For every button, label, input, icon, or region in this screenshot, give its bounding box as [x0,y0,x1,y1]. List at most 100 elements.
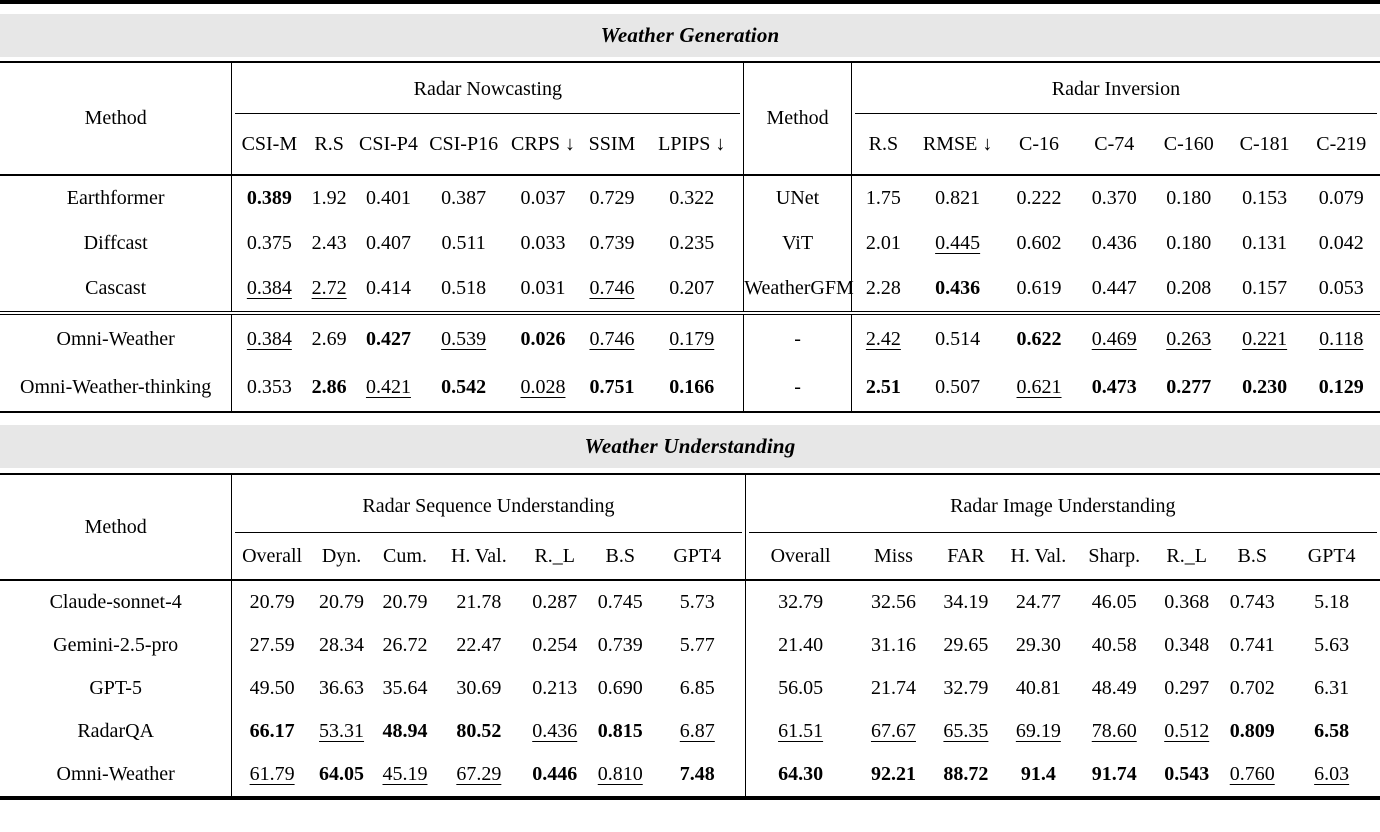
metric-cell: 0.543 [1164,763,1210,785]
metric-cell: 0.473 [1091,375,1137,398]
metric-cell: 0.387 [441,187,487,209]
metric-cell: 91.4 [1020,763,1056,785]
metric-cell: 7.48 [679,763,715,785]
column-header: RMSE ↓ [922,132,993,155]
metric-cell: 61.79 [231,753,312,796]
column-header: C-160 [1163,132,1214,155]
metric-cell: 20.79 [382,591,428,613]
metric-cell: 0.026 [520,327,566,350]
table-row: Gemini-2.5-pro 27.59 28.34 26.72 22.47 0.254 0… [0,624,1380,667]
metric-cell: 29.30 [1015,634,1061,656]
metric-cell: 32.56 [870,591,916,613]
table-row: Overall Dyn. Cum. H. Val. R._L B.S GPT4 Overall… [0,533,1380,580]
column-header: GPT4 [1307,544,1356,567]
metric-cell: 46.05 [1091,591,1137,613]
method-cell: Claude-sonnet-4 [49,591,182,613]
metric-cell: 0.037 [520,187,566,209]
metric-cell: 0.129 [1318,375,1364,398]
baseline-rows: Earthformer 0.389 1.92 0.401 0.387 0.037 0.729… [0,175,1380,313]
metric-cell: 0.287 [532,591,578,613]
metric-cell: 0.375 [231,221,307,266]
metric-cell: 32.79 [943,677,989,699]
metric-cell: 6.03 [1314,763,1350,785]
metric-cell: 6.85 [679,677,715,699]
table-row: RadarQA 66.17 53.31 48.94 80.52 0.436 0.815 6.8… [0,710,1380,753]
metric-cell: 31.16 [870,634,916,656]
column-header: C-219 [1316,132,1367,155]
metric-cell: 0.690 [597,677,643,699]
metric-cell: 0.745 [597,591,643,613]
metric-cell: 5.63 [1314,634,1350,656]
group-header: Radar Sequence Understanding [231,475,746,533]
table-row: Claude-sonnet-4 20.79 20.79 20.79 21.78 0.287… [0,580,1380,624]
metric-cell: 48.94 [382,720,428,742]
metric-cell: 0.028 [520,375,566,398]
metric-cell: 0.741 [1229,634,1275,656]
metric-cell: 6.87 [679,720,715,742]
metric-cell: 0.384 [231,266,307,313]
metric-cell: 0.507 [935,375,981,398]
method-cell: Omni-Weather [56,327,175,350]
method-cell: UNet [743,175,852,221]
weather-understanding-table: Method Radar Sequence Understanding Radar … [0,475,1380,796]
method-cell: Earthformer [66,187,165,209]
metric-cell: 64.30 [744,753,856,796]
group-header-label: Radar Nowcasting [235,63,741,114]
metric-cell: 0.542 [441,375,487,398]
metric-cell: 0.079 [1318,187,1364,209]
column-header: FAR [947,544,985,567]
metric-cell: 0.436 [532,720,578,742]
metric-cell: 40.58 [1091,634,1137,656]
column-header: LPIPS ↓ [658,132,726,155]
metric-cell: 26.72 [382,634,428,656]
metric-cell: 0.469 [1091,327,1137,350]
metric-cell: 0.131 [1242,232,1288,254]
metric-cell: 0.263 [1166,327,1212,350]
table-row: Cascast 0.384 2.72 0.414 0.518 0.031 0.746 0.20… [0,266,1380,313]
metric-cell: 0.815 [597,720,643,742]
metric-cell: 2.69 [311,327,347,350]
metric-cell: 2.28 [850,266,915,313]
generation-title-band: Weather Generation [0,14,1380,57]
paper-table-figure: Weather Generation Method Radar Nowcastin… [0,0,1380,800]
column-header: C-181 [1239,132,1290,155]
metric-cell: 0.518 [441,277,487,299]
column-header: Overall [744,533,856,580]
table-row: Omni-Weather 61.79 64.05 45.19 67.29 0.446 0.8… [0,753,1380,796]
table-row: Method Radar Sequence Understanding Radar … [0,475,1380,538]
metric-cell: 0.389 [231,175,307,221]
metric-cell: 0.746 [589,327,635,350]
column-header: C-74 [1094,132,1135,155]
metric-cell: 0.208 [1166,277,1212,299]
column-header: CRPS ↓ [511,132,575,155]
metric-cell: 48.49 [1091,677,1137,699]
column-header: Overall [231,533,312,580]
metric-cell: 0.821 [935,187,981,209]
metric-cell: 91.74 [1091,763,1137,785]
table-row: Diffcast 0.375 2.43 0.407 0.511 0.033 0.739 0.2… [0,221,1380,266]
group-header-label: Radar Sequence Understanding [235,475,742,533]
column-header: C-16 [1019,132,1060,155]
metric-cell: 0.353 [231,363,307,412]
metric-cell: 0.746 [589,277,635,299]
column-header: H. Val. [1010,544,1067,567]
und-table-head: Method Radar Sequence Understanding Radar … [0,475,1380,580]
metric-cell: 5.18 [1314,591,1350,613]
metric-cell: 0.621 [1016,375,1062,398]
column-header: B.S [1237,544,1267,567]
metric-cell: 5.73 [679,591,715,613]
metric-cell: 24.77 [1015,591,1061,613]
metric-cell: 0.297 [1164,677,1210,699]
understanding-rows: Claude-sonnet-4 20.79 20.79 20.79 21.78 0.287… [0,580,1380,796]
metric-cell: 0.414 [365,277,411,299]
metric-cell: 0.401 [365,187,411,209]
table-row: Earthformer 0.389 1.92 0.401 0.387 0.037 0.729… [0,175,1380,221]
ours-rows: Omni-Weather 0.384 2.69 0.427 0.539 0.026 0.74… [0,313,1380,412]
metric-cell: 0.031 [520,277,566,299]
column-header: Miss [874,544,913,567]
metric-cell: 0.512 [1164,720,1210,742]
metric-cell: 36.63 [319,677,365,699]
column-header: GPT4 [673,544,722,567]
method-cell: Omni-Weather [56,763,175,785]
metric-cell: 21.40 [744,624,856,667]
